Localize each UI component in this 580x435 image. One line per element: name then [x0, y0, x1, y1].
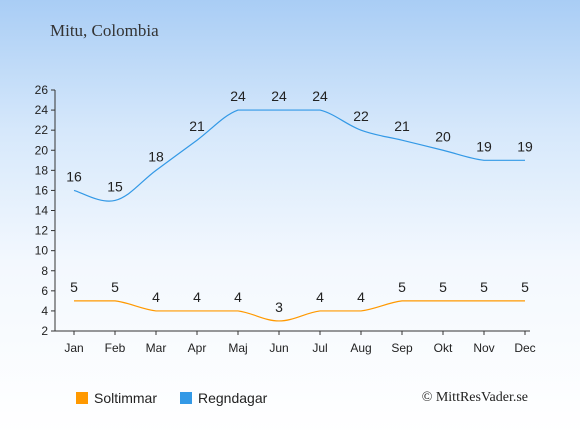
y-tick-label: 14 [35, 204, 49, 218]
x-tick-label: Apr [188, 341, 207, 355]
x-tick-label: Jan [64, 341, 83, 355]
sun-data-label: 5 [70, 279, 78, 295]
rain-data-label: 21 [189, 118, 205, 134]
x-tick-label: Mar [146, 341, 167, 355]
legend-item-sun: Soltimmar [76, 390, 157, 406]
y-tick-label: 12 [35, 224, 49, 238]
series-layer [73, 109, 526, 322]
sun-data-label: 4 [316, 289, 324, 305]
legend-label-rain: Regndagar [198, 390, 268, 406]
rain-data-label: 22 [353, 108, 369, 124]
y-tick-label: 2 [41, 324, 48, 338]
y-tick-label: 24 [35, 103, 49, 117]
y-tick-label: 6 [41, 284, 48, 298]
y-tick-label: 4 [41, 304, 48, 318]
rain-data-label: 16 [66, 168, 82, 184]
y-tick-label: 10 [35, 244, 49, 258]
chart-title: Mitu, Colombia [50, 21, 159, 40]
sun-data-label: 5 [480, 279, 488, 295]
sun-data-label: 5 [398, 279, 406, 295]
rain-data-label: 21 [394, 118, 410, 134]
rain-data-label: 24 [312, 88, 328, 104]
sun-data-label: 4 [193, 289, 201, 305]
y-tick-label: 16 [35, 183, 49, 197]
x-tick-label: Dec [514, 341, 535, 355]
y-tick-label: 22 [35, 123, 49, 137]
x-tick-label: Feb [105, 341, 126, 355]
sun-data-label: 4 [234, 289, 242, 305]
sun-series-line [73, 300, 525, 322]
x-tick-label: Jun [269, 341, 288, 355]
rain-data-label: 24 [271, 88, 287, 104]
sun-data-label: 5 [111, 279, 119, 295]
x-tick-label: Okt [434, 341, 453, 355]
x-tick-label: Nov [473, 341, 494, 355]
x-tick-label: Jul [312, 341, 327, 355]
rain-data-label: 20 [435, 128, 451, 144]
x-tick-label: Sep [391, 341, 413, 355]
rain-data-label: 15 [107, 178, 123, 194]
sun-data-label: 3 [275, 299, 283, 315]
legend-label-sun: Soltimmar [94, 390, 158, 406]
labels-layer: 5 5 4 4 4 3 4 4 5 5 5 5 16 15 18 21 24 24 24 22 21 20 19 19 [66, 88, 533, 315]
y-tick-label: 18 [35, 163, 49, 177]
sun-data-label: 5 [439, 279, 447, 295]
legend-swatch-rain [180, 392, 192, 404]
x-tick-label: Maj [228, 341, 247, 355]
rain-data-label: 18 [148, 148, 164, 164]
sun-data-label: 4 [152, 289, 160, 305]
rain-data-label: 24 [230, 88, 246, 104]
rain-data-label: 19 [476, 138, 492, 154]
rain-series-line [73, 109, 525, 202]
y-tick-label: 8 [41, 264, 48, 278]
sun-data-label: 4 [357, 289, 365, 305]
legend-swatch-sun [76, 392, 88, 404]
copyright-text: © MittResVader.se [421, 390, 528, 405]
sun-data-label: 5 [521, 279, 529, 295]
y-tick-label: 20 [35, 143, 49, 157]
y-tick-label: 26 [35, 83, 49, 97]
legend-item-rain: Regndagar [180, 390, 267, 406]
rain-data-label: 19 [517, 138, 533, 154]
x-tick-label: Aug [350, 341, 371, 355]
